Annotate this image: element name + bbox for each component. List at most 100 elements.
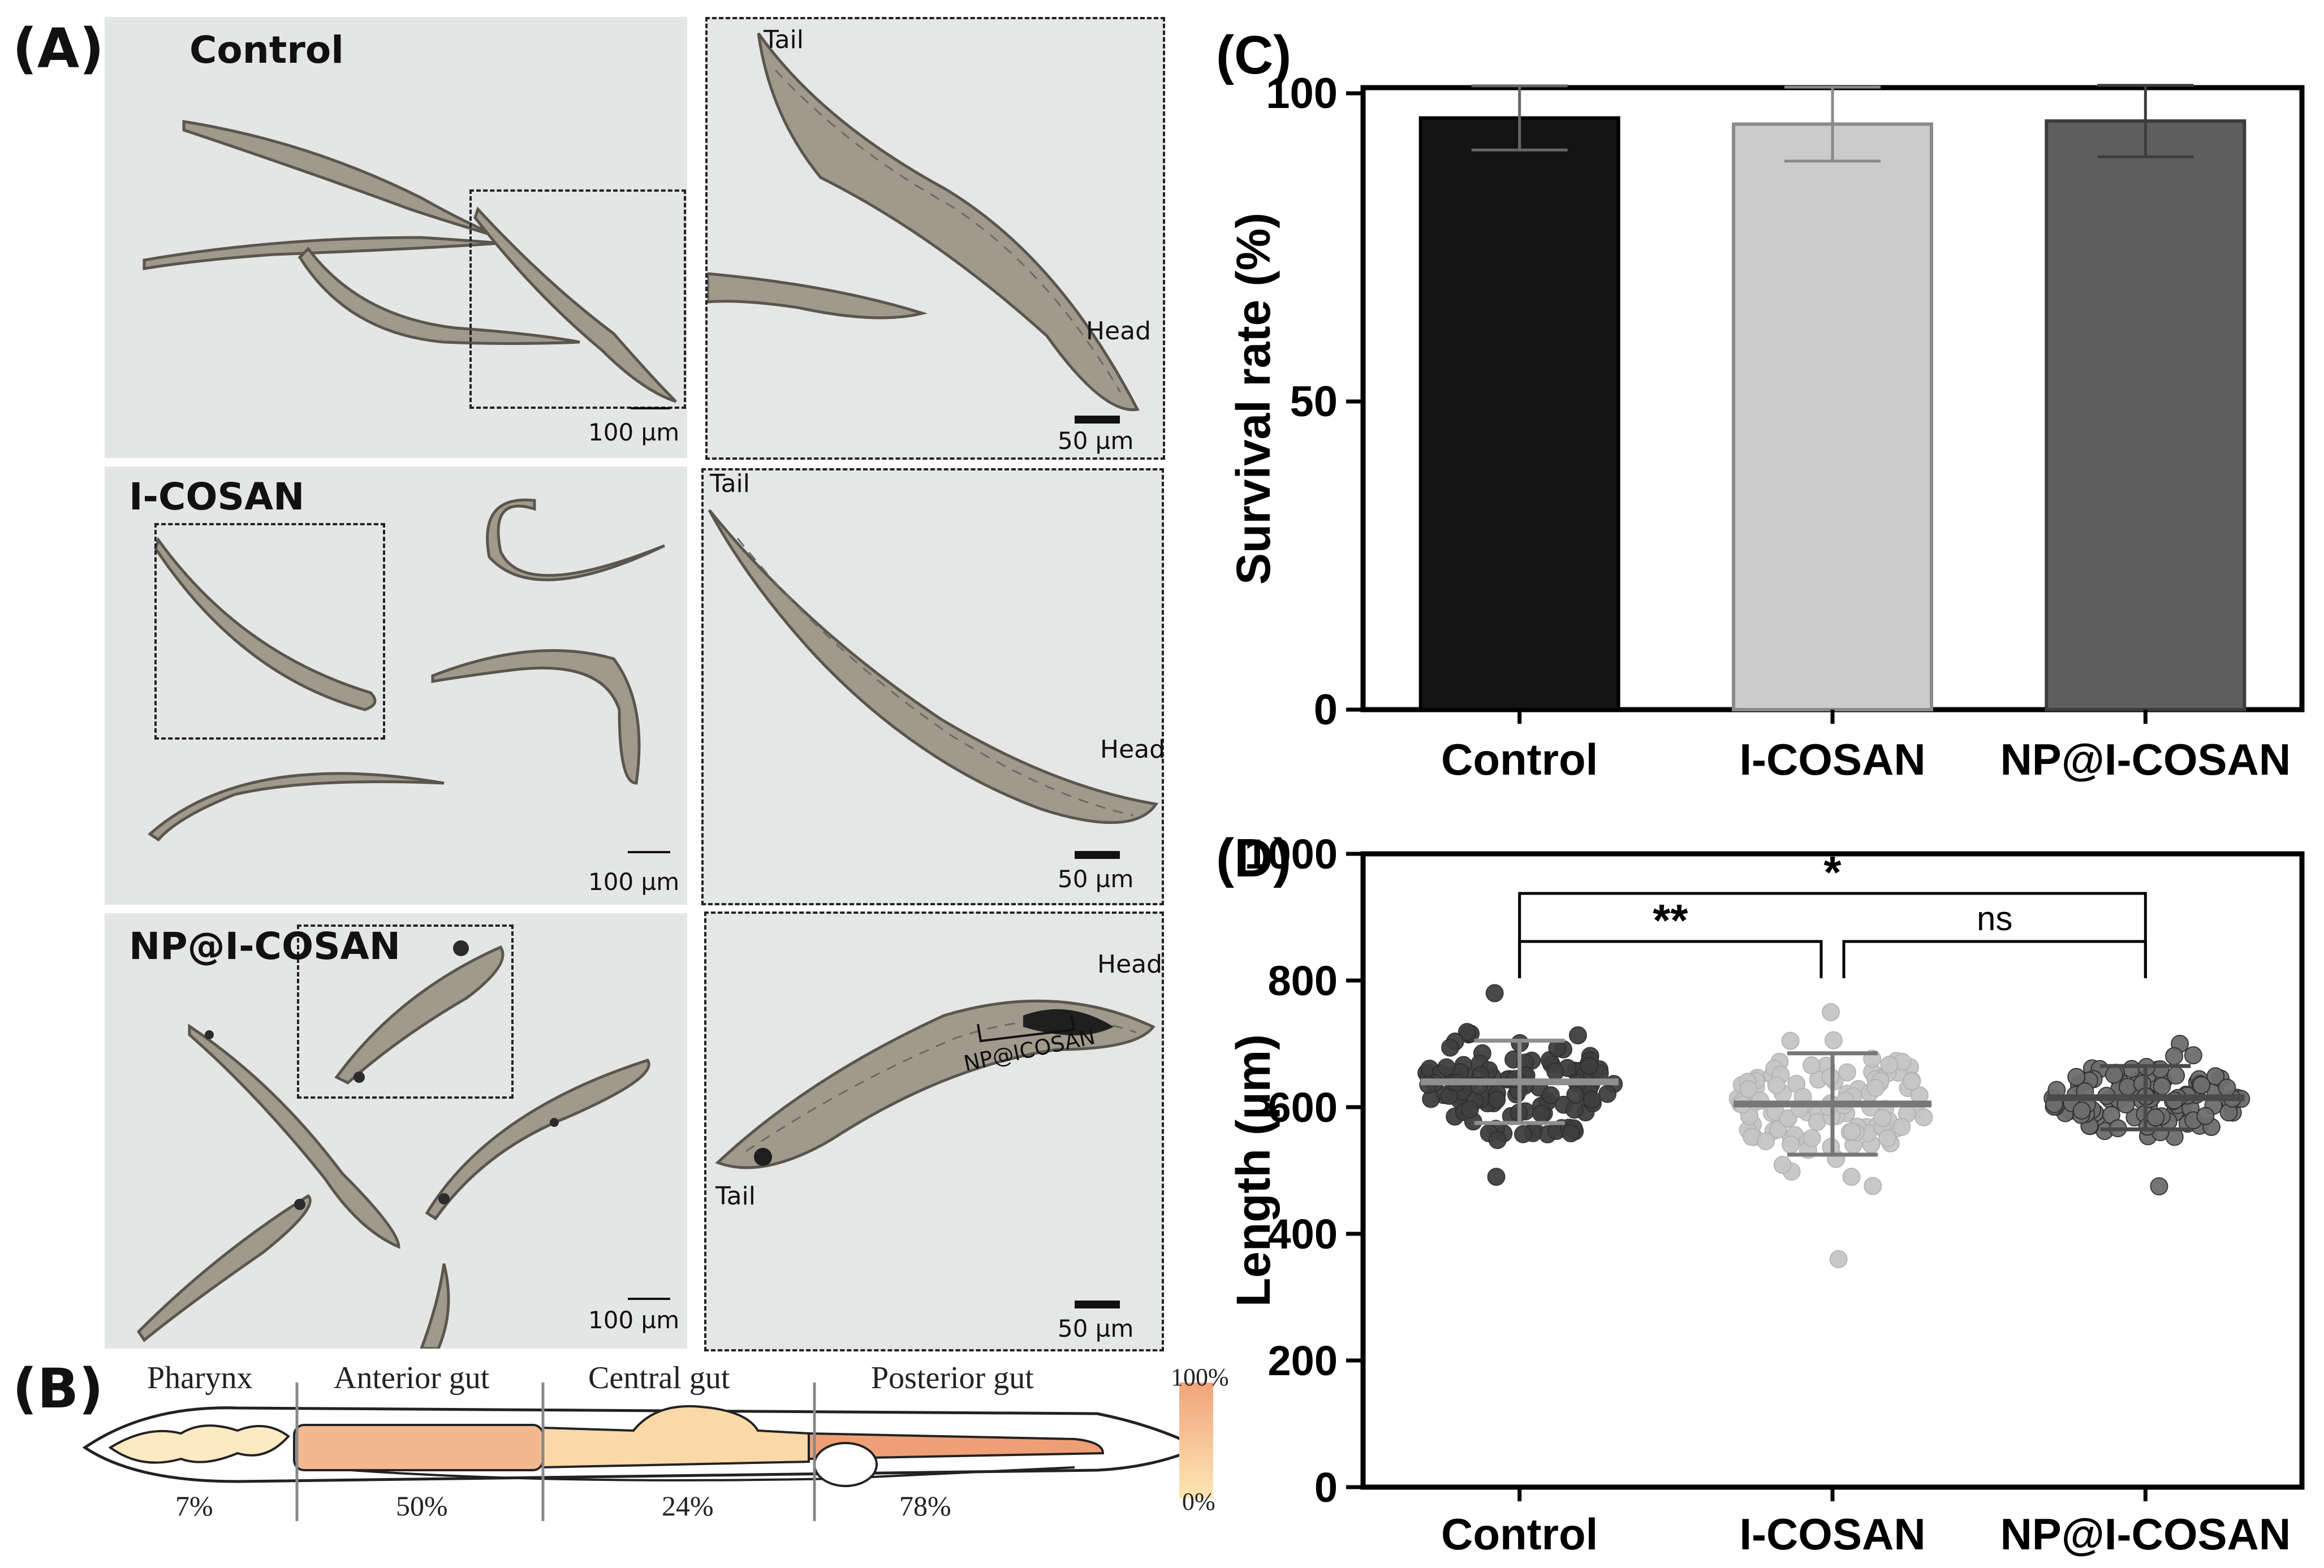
region-percent-pharynx: 7%	[175, 1490, 213, 1522]
y-tick-label: 0	[1314, 686, 1338, 734]
data-point	[1460, 1100, 1479, 1118]
np-icosan-label: NP@I-COSAN	[129, 925, 400, 968]
data-point	[2167, 1066, 2185, 1085]
bar-icosan	[1732, 122, 1933, 711]
data-point	[1580, 1056, 1598, 1075]
x-tick-label: NP@I-COSAN	[2000, 1509, 2291, 1559]
data-point	[1915, 1108, 1933, 1127]
data-point	[2122, 1060, 2141, 1078]
icosan-zoom-head-label: Head	[1100, 735, 1166, 764]
data-point	[1821, 1068, 1840, 1086]
y-axis-label: Length (µm)	[1227, 1034, 1280, 1307]
y-tick-label: 200	[1268, 1337, 1338, 1384]
x-tick-label: Control	[1441, 735, 1598, 784]
bar-npicosan	[2045, 119, 2247, 711]
plot-frame	[1360, 851, 2305, 1490]
color-scale-bar	[1179, 1383, 1213, 1498]
significance-label: ns	[1977, 900, 2012, 938]
significance-label: **	[1653, 895, 1688, 945]
data-point	[1458, 1023, 1476, 1042]
y-tick-label: 800	[1268, 957, 1338, 1004]
data-point	[1779, 1109, 1797, 1128]
y-tick-label: 0	[1314, 1464, 1338, 1511]
np-icosan-zoom-worm	[715, 999, 1155, 1169]
y-tick-label: 1000	[1244, 831, 1338, 878]
x-tick-label: I-COSAN	[1739, 735, 1925, 784]
data-point	[1485, 984, 1504, 1003]
significance-label: *	[1823, 847, 1842, 897]
data-point	[1598, 1085, 1617, 1103]
np-icosan-zoom-region	[297, 925, 514, 1099]
data-point	[1562, 1124, 1580, 1143]
np-icosan-scalebar	[628, 1298, 670, 1300]
data-point	[2165, 1047, 2184, 1065]
data-point	[1903, 1072, 1921, 1091]
data-point	[1757, 1132, 1775, 1151]
data-point	[1546, 1062, 1565, 1081]
anterior-gut-region	[293, 1424, 544, 1471]
data-point	[2072, 1102, 2091, 1120]
color-scale-min: 0%	[1182, 1488, 1215, 1515]
icosan-zoom-tail-label: Tail	[710, 469, 751, 498]
color-scale-max: 100%	[1171, 1363, 1229, 1391]
gonad-outline	[350, 1466, 1075, 1481]
icosan-zoom-panel	[701, 468, 1164, 905]
posterior-gut-region	[808, 1432, 1105, 1461]
data-point	[1892, 1117, 1911, 1136]
x-tick-label: NP@I-COSAN	[2000, 735, 2291, 784]
data-point	[1838, 1063, 1856, 1082]
y-axis-label: Survival rate (%)	[1227, 213, 1280, 585]
panel-b-letter: (B)	[12, 1357, 104, 1420]
y-tick-label: 600	[1268, 1084, 1338, 1131]
data-point	[2196, 1107, 2215, 1125]
data-point	[2153, 1077, 2171, 1095]
data-point	[1488, 1131, 1507, 1150]
significance-bracket	[1842, 940, 2147, 978]
data-point	[2218, 1078, 2236, 1097]
icosan-micrograph	[105, 466, 687, 905]
region-name-pharynx: Pharynx	[147, 1360, 253, 1396]
data-point	[1767, 1076, 1786, 1095]
y-tick-label: 50	[1290, 378, 1338, 426]
data-point	[1514, 1125, 1532, 1143]
control-zoom-tail-label: Tail	[764, 25, 804, 54]
data-point	[1803, 1056, 1821, 1074]
control-micrograph	[105, 17, 687, 458]
significance-bracket	[1518, 940, 1823, 978]
x-tick-label: I-COSAN	[1739, 1509, 1925, 1559]
control-scale-text: 100 µm	[588, 418, 680, 446]
control-zoom-scale-text: 50 µm	[1058, 427, 1134, 455]
control-zoom-panel	[705, 17, 1165, 460]
region-percent-central: 24%	[662, 1490, 714, 1522]
icosan-worms	[147, 498, 666, 842]
data-point	[2118, 1078, 2137, 1096]
y-tick-label: 100	[1266, 70, 1338, 118]
icosan-zoom-scale-text: 50 µm	[1058, 865, 1134, 893]
data-point	[1566, 1086, 1585, 1104]
data-point	[1487, 1091, 1506, 1109]
bar-control	[1418, 116, 1620, 712]
data-point	[2105, 1065, 2123, 1084]
icosan-zoom-region	[154, 523, 385, 740]
data-point	[1437, 1058, 1456, 1077]
data-point	[1568, 1026, 1587, 1044]
data-point	[2184, 1046, 2202, 1065]
egg-shape	[813, 1442, 878, 1487]
control-label: Control	[189, 28, 344, 72]
data-point	[2067, 1068, 2086, 1086]
central-gut-region	[542, 1405, 810, 1469]
control-zoom-head-label: Head	[1086, 317, 1152, 345]
region-percent-anterior: 50%	[396, 1490, 448, 1522]
panel-a-letter: (A)	[12, 17, 105, 80]
data-point	[1843, 1122, 1861, 1141]
data-point	[1441, 1038, 1460, 1057]
control-zoom-region	[469, 189, 686, 409]
data-point	[1824, 1031, 1843, 1049]
data-point	[1866, 1078, 1885, 1097]
np-icosan-zoom-scalebar	[1075, 1301, 1120, 1308]
np-icosan-micrograph	[105, 913, 687, 1349]
icosan-zoom-worm	[708, 509, 1159, 824]
y-tick-label: 400	[1268, 1211, 1338, 1258]
survival-chart: (C) Control I-COSAN NP@I-COSAN 0 50 100 Surviva…	[1216, 25, 2305, 784]
data-point	[1829, 1250, 1848, 1268]
